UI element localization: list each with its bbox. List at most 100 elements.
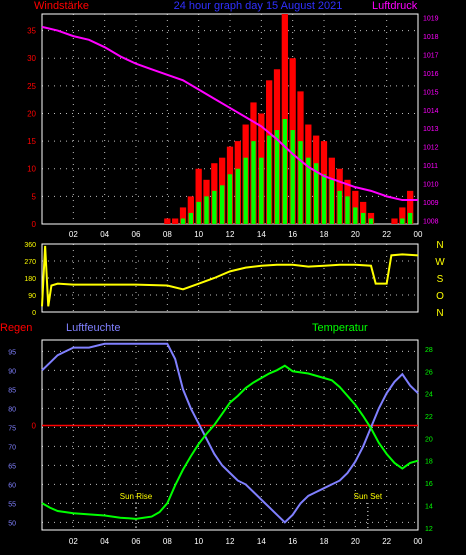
direction-tick-label: 0 bbox=[32, 310, 36, 317]
wind-gust-bar bbox=[187, 196, 194, 224]
pressure-tick-label: 1019 bbox=[423, 16, 439, 23]
wind-avg-bar bbox=[235, 168, 241, 224]
temperature-line bbox=[41, 364, 419, 520]
compass-label: N bbox=[436, 308, 443, 319]
sun-event-label: Sun Set bbox=[354, 492, 383, 501]
x-tick-label: 20 bbox=[351, 230, 360, 239]
x-tick-label: 08 bbox=[163, 230, 172, 239]
humidity-line bbox=[41, 342, 419, 524]
wind-avg-bar bbox=[282, 119, 288, 224]
x-tick-label: 22 bbox=[382, 537, 391, 546]
x-tick-label: 02 bbox=[69, 537, 78, 546]
x-tick-label: 04 bbox=[100, 230, 109, 239]
temperature-tick-label: 12 bbox=[425, 526, 433, 533]
wind-avg-bar bbox=[290, 130, 295, 224]
pressure-tick-label: 1011 bbox=[423, 163, 438, 170]
x-tick-label: 02 bbox=[69, 230, 78, 239]
wind-tick-label: 30 bbox=[27, 54, 36, 63]
pressure-tick-label: 1008 bbox=[423, 218, 439, 225]
humidity-tick-label: 70 bbox=[8, 444, 16, 451]
compass-label: W bbox=[435, 257, 445, 268]
x-tick-label: 04 bbox=[100, 537, 109, 546]
wind-avg-bar bbox=[227, 174, 233, 224]
pressure-tick-label: 1010 bbox=[423, 181, 439, 188]
x-tick-label: 10 bbox=[194, 537, 203, 546]
temperature-tick-label: 18 bbox=[425, 459, 433, 466]
x-tick-label: 18 bbox=[320, 537, 329, 546]
graph-date-title: 24 hour graph day 15 August 2021 bbox=[174, 0, 343, 12]
humidity-tick-label: 60 bbox=[8, 482, 16, 489]
temperature-tick-label: 28 bbox=[425, 347, 433, 354]
wind-avg-bar bbox=[180, 218, 186, 224]
pressure-tick-label: 1015 bbox=[423, 89, 439, 96]
x-tick-label: 06 bbox=[132, 537, 141, 546]
x-tick-label: 16 bbox=[288, 230, 297, 239]
wind-tick-label: 0 bbox=[32, 220, 37, 229]
wind-avg-bar bbox=[353, 207, 358, 224]
humidity-tick-label: 95 bbox=[8, 349, 16, 356]
temperature-tick-label: 24 bbox=[425, 392, 433, 399]
wind-avg-bar bbox=[243, 157, 248, 224]
direction-tick-label: 360 bbox=[24, 242, 36, 249]
pressure-tick-label: 1009 bbox=[423, 200, 439, 207]
x-tick-label: 14 bbox=[257, 537, 266, 546]
pressure-tick-label: 1017 bbox=[423, 53, 439, 60]
x-tick-label: 00 bbox=[414, 230, 423, 239]
wind-gust-bar bbox=[179, 207, 187, 224]
wind-avg-bar bbox=[306, 157, 311, 224]
wind-gust-bar bbox=[407, 190, 414, 224]
wind-avg-bar bbox=[212, 190, 217, 224]
wind-gust-bar bbox=[399, 207, 406, 224]
humidity-tick-label: 80 bbox=[8, 406, 16, 413]
wind-avg-bar bbox=[345, 196, 350, 224]
x-tick-label: 10 bbox=[194, 230, 203, 239]
compass-label: N bbox=[436, 240, 443, 251]
wind-avg-bar bbox=[368, 218, 374, 224]
wind-avg-bar bbox=[266, 135, 272, 224]
compass-label: S bbox=[437, 274, 444, 285]
direction-tick-label: 180 bbox=[24, 276, 36, 283]
rain-title: Regen bbox=[0, 322, 32, 334]
compass-label: O bbox=[436, 291, 444, 302]
direction-line bbox=[41, 245, 419, 307]
temperature-tick-label: 20 bbox=[425, 436, 433, 443]
wind-avg-bar bbox=[360, 212, 366, 224]
wind-avg-bar bbox=[188, 212, 194, 224]
humidity-tick-label: 75 bbox=[8, 425, 16, 432]
wind-tick-label: 10 bbox=[27, 165, 36, 174]
wind-avg-bar bbox=[204, 196, 209, 224]
rain-tick-label: 0 bbox=[32, 422, 37, 431]
temperature-tick-label: 26 bbox=[425, 369, 433, 376]
wind-avg-bar bbox=[329, 179, 335, 224]
wind-avg-bar bbox=[313, 163, 319, 224]
wind-avg-bar bbox=[196, 201, 201, 224]
wind-gust-bar bbox=[360, 201, 367, 224]
wind-gust-bar bbox=[195, 168, 202, 224]
temperature-tick-label: 16 bbox=[425, 481, 433, 488]
wind-avg-bar bbox=[321, 174, 327, 224]
wind-avg-bar bbox=[298, 141, 303, 224]
pressure-tick-label: 1013 bbox=[423, 126, 439, 133]
x-tick-label: 22 bbox=[382, 230, 391, 239]
wind-avg-bar bbox=[219, 185, 225, 224]
wind-tick-label: 35 bbox=[27, 27, 36, 36]
wind-avg-bar bbox=[400, 218, 405, 224]
humidity-panel-frame bbox=[41, 339, 419, 531]
wind-avg-bar bbox=[251, 141, 256, 224]
x-tick-label: 12 bbox=[226, 537, 235, 546]
humidity-title: Luftfeuchte bbox=[66, 322, 120, 334]
direction-tick-label: 90 bbox=[28, 293, 36, 300]
sun-event-label: Sun Rise bbox=[120, 492, 153, 501]
wind-avg-bar bbox=[337, 190, 342, 224]
x-tick-label: 08 bbox=[163, 537, 172, 546]
pressure-tick-label: 1014 bbox=[423, 108, 439, 115]
wind-tick-label: 5 bbox=[32, 192, 37, 201]
humidity-tick-label: 90 bbox=[8, 368, 16, 375]
wind-gust-bar bbox=[391, 218, 398, 224]
x-tick-label: 14 bbox=[257, 230, 266, 239]
direction-tick-label: 270 bbox=[24, 259, 36, 266]
wind-avg-bar bbox=[407, 212, 413, 224]
wind-tick-label: 25 bbox=[27, 82, 36, 91]
temperature-tick-label: 22 bbox=[425, 414, 433, 421]
